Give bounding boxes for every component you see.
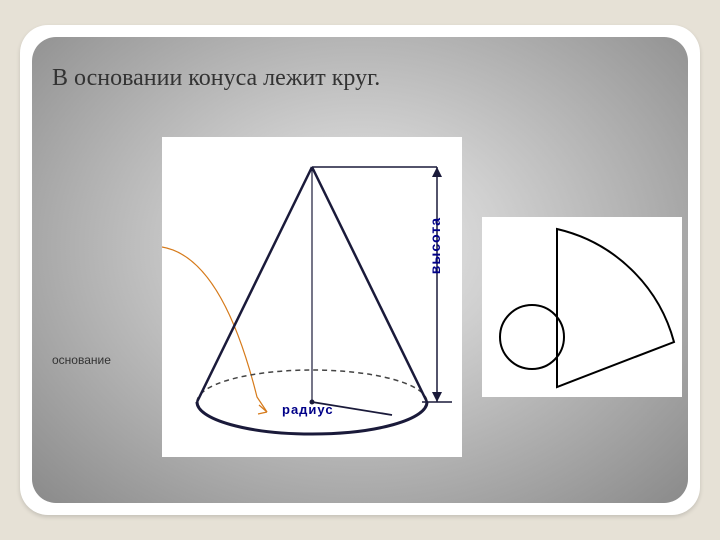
slide-panel: В основании конуса лежит круг. основание [32,37,688,503]
height-label: высота [427,217,443,274]
net-sector [557,229,674,387]
net-diagram [482,217,682,397]
radius-label: радиус [282,402,334,417]
slide-title: В основании конуса лежит круг. [52,65,380,92]
net-circle [500,305,564,369]
height-arrow-bottom [432,392,442,402]
cone-edge-left [197,167,312,402]
pointer-line [162,247,267,412]
cone-edge-right [312,167,427,402]
base-label: основание [52,353,111,367]
height-arrow-top [432,167,442,177]
slide-frame: В основании конуса лежит круг. основание [20,25,700,515]
net-svg [482,217,682,397]
